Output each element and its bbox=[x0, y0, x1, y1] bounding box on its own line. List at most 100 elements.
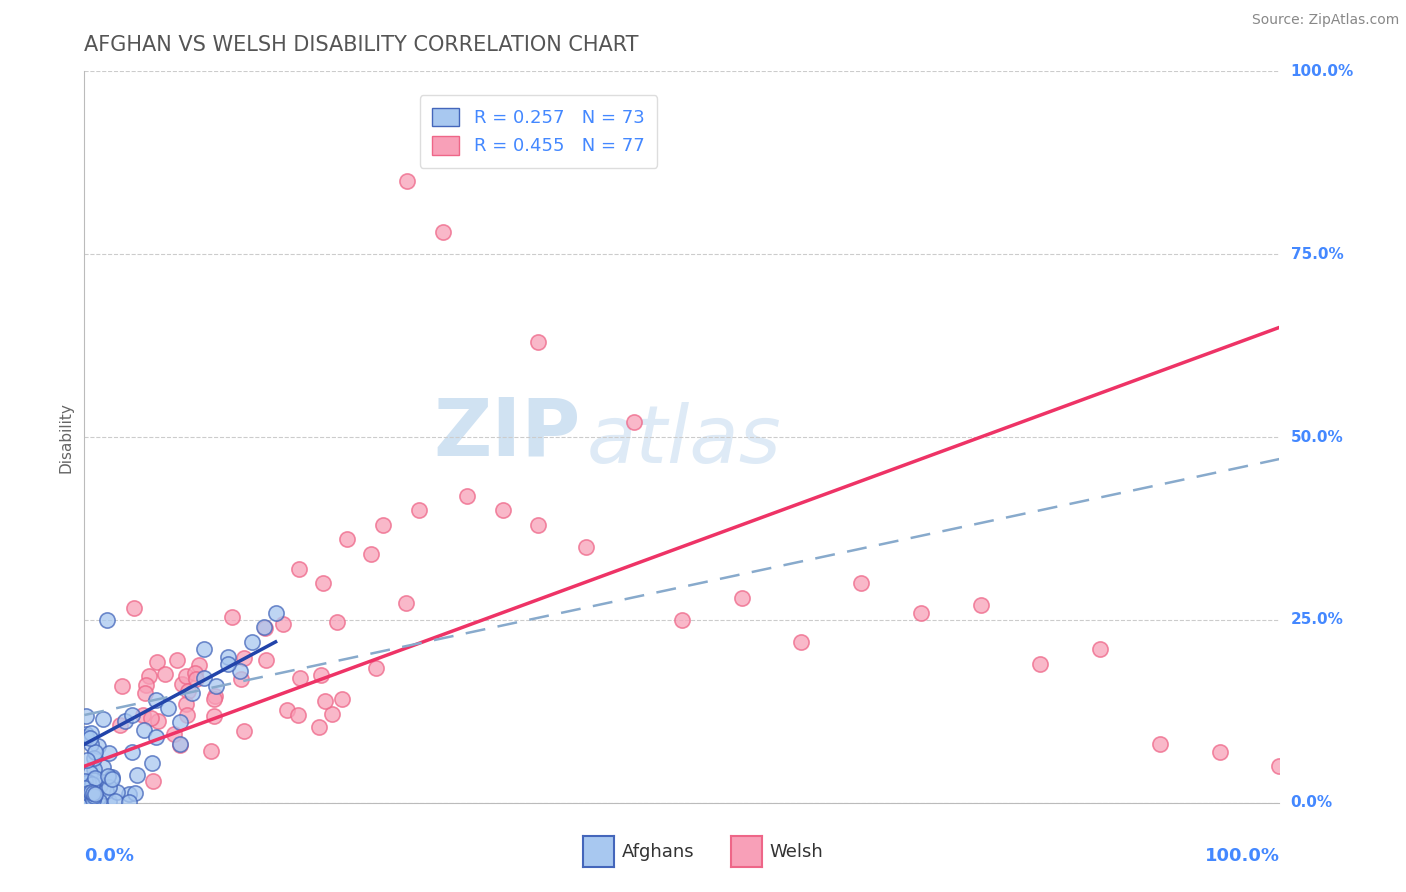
Point bbox=[671, 613, 693, 627]
Y-axis label: Disability: Disability bbox=[58, 401, 73, 473]
Point bbox=[193, 672, 215, 686]
Point bbox=[79, 731, 101, 745]
Point bbox=[87, 794, 110, 808]
Point bbox=[157, 700, 180, 714]
Point bbox=[91, 712, 114, 726]
Point bbox=[851, 576, 873, 591]
Point bbox=[87, 791, 110, 805]
Point bbox=[232, 651, 254, 665]
Text: Afghans: Afghans bbox=[621, 843, 695, 861]
Point bbox=[181, 686, 204, 700]
Point bbox=[96, 784, 118, 798]
Point bbox=[111, 679, 134, 693]
Point bbox=[79, 766, 101, 780]
Point bbox=[75, 792, 97, 806]
Point bbox=[91, 759, 114, 773]
Point bbox=[623, 416, 645, 430]
Point bbox=[84, 789, 107, 803]
Point bbox=[76, 774, 98, 789]
Point bbox=[139, 711, 162, 725]
Point bbox=[287, 707, 309, 722]
Text: ZIP: ZIP bbox=[433, 394, 581, 473]
Point bbox=[83, 745, 105, 759]
Point bbox=[87, 739, 110, 753]
Point bbox=[122, 600, 145, 615]
Point bbox=[97, 769, 120, 783]
Point bbox=[79, 737, 101, 751]
Point bbox=[82, 787, 104, 801]
Point bbox=[75, 731, 97, 745]
Point bbox=[288, 562, 311, 576]
Point bbox=[229, 664, 252, 678]
Point bbox=[273, 616, 295, 631]
Text: atlas: atlas bbox=[586, 401, 782, 480]
Point bbox=[308, 720, 330, 734]
Point bbox=[492, 503, 515, 517]
Point bbox=[1268, 759, 1291, 773]
Point bbox=[166, 653, 188, 667]
Point bbox=[253, 621, 276, 635]
Point bbox=[326, 615, 349, 629]
Point bbox=[146, 714, 169, 728]
Text: 0.0%: 0.0% bbox=[84, 847, 135, 864]
Point bbox=[108, 717, 131, 731]
Point bbox=[163, 727, 186, 741]
Point bbox=[366, 661, 388, 675]
Point bbox=[98, 780, 121, 794]
Text: 75.0%: 75.0% bbox=[1291, 247, 1343, 261]
Point bbox=[80, 785, 103, 799]
Point bbox=[229, 672, 252, 686]
Point bbox=[395, 596, 418, 610]
Text: 0.0%: 0.0% bbox=[1291, 796, 1333, 810]
Point bbox=[169, 715, 191, 730]
Point bbox=[174, 669, 197, 683]
Point bbox=[118, 787, 141, 801]
Point bbox=[527, 517, 550, 532]
Text: 100.0%: 100.0% bbox=[1205, 847, 1279, 864]
Point bbox=[373, 517, 395, 532]
Point bbox=[145, 730, 167, 744]
Point bbox=[1029, 657, 1052, 671]
Point bbox=[96, 613, 118, 627]
Point bbox=[105, 784, 128, 798]
Point bbox=[75, 775, 97, 789]
Point bbox=[134, 685, 156, 699]
Point bbox=[432, 225, 454, 239]
Point bbox=[121, 708, 143, 723]
Point bbox=[76, 791, 98, 805]
Point bbox=[138, 669, 160, 683]
Point bbox=[80, 725, 103, 739]
Point bbox=[205, 679, 228, 693]
Point bbox=[73, 780, 96, 795]
Point bbox=[200, 744, 222, 758]
Point bbox=[176, 708, 198, 723]
Point bbox=[314, 694, 336, 708]
Point bbox=[76, 796, 98, 810]
Text: 100.0%: 100.0% bbox=[1291, 64, 1354, 78]
Point bbox=[83, 788, 105, 802]
Point bbox=[142, 773, 165, 788]
Point bbox=[321, 707, 343, 722]
Point bbox=[910, 606, 932, 620]
Point bbox=[217, 657, 239, 671]
Point bbox=[312, 576, 335, 591]
Point bbox=[221, 610, 243, 624]
Point bbox=[83, 789, 105, 803]
Point bbox=[1149, 737, 1171, 751]
Point bbox=[1090, 642, 1112, 657]
Point bbox=[141, 756, 163, 770]
Point bbox=[79, 786, 101, 800]
Point bbox=[83, 772, 105, 787]
Point bbox=[82, 793, 104, 807]
Point bbox=[193, 642, 215, 657]
Point bbox=[184, 672, 207, 686]
Point bbox=[104, 794, 127, 808]
Point bbox=[121, 745, 143, 759]
Point bbox=[408, 503, 430, 517]
Point bbox=[396, 174, 419, 188]
Point bbox=[970, 599, 993, 613]
Point bbox=[127, 768, 149, 782]
Point bbox=[98, 746, 121, 760]
Point bbox=[155, 667, 177, 681]
Point bbox=[217, 649, 239, 664]
